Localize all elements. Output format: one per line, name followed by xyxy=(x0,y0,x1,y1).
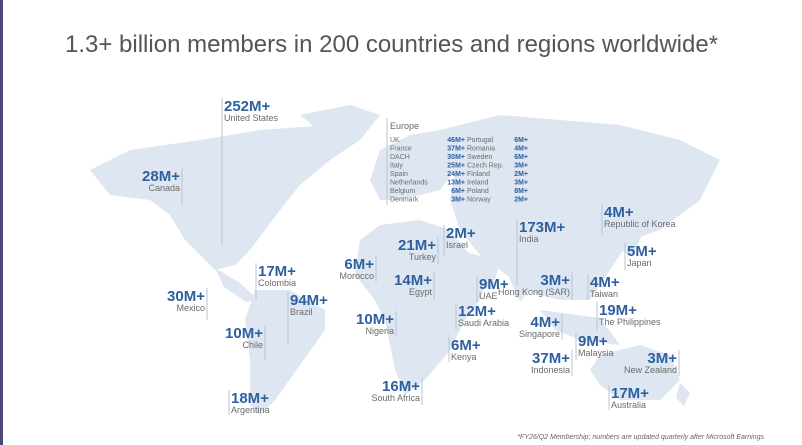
region-name: Saudi Arabia xyxy=(458,318,509,328)
region-name: Turkey xyxy=(409,252,437,262)
member-count: 6M+ xyxy=(451,337,481,354)
region-name: The Philippines xyxy=(599,317,661,327)
europe-label: Europe xyxy=(390,121,419,131)
europe-country: Sweden xyxy=(467,154,492,161)
region-name: Taiwan xyxy=(590,289,618,299)
europe-country: DACH xyxy=(390,154,410,161)
region-name: Brazil xyxy=(290,307,313,317)
europe-count: 3M+ xyxy=(451,197,465,204)
labels: 252M+United States28M+Canada17M+Colombia… xyxy=(142,98,680,415)
member-count: 19M+ xyxy=(599,302,637,319)
region-name: Colombia xyxy=(258,278,296,288)
member-count: 6M+ xyxy=(344,256,374,273)
europe-count: 4M+ xyxy=(514,146,528,153)
member-count: 30M+ xyxy=(167,288,205,305)
europe-count: 6M+ xyxy=(514,137,528,144)
europe-country: Belgium xyxy=(390,188,415,195)
member-count: 2M+ xyxy=(446,225,476,242)
member-count: 3M+ xyxy=(540,272,570,289)
region-name: Kenya xyxy=(451,352,477,362)
region-name: India xyxy=(519,234,539,244)
europe-count: 3M+ xyxy=(514,163,528,170)
europe-count: 6M+ xyxy=(514,154,528,161)
region-name: UAE xyxy=(479,291,498,301)
europe-count: 3M+ xyxy=(514,180,528,187)
region-name: Republic of Korea xyxy=(604,219,676,229)
member-count: 9M+ xyxy=(479,276,509,293)
member-count: 12M+ xyxy=(458,303,496,320)
member-count: 4M+ xyxy=(530,314,560,331)
member-count: 5M+ xyxy=(627,243,657,260)
europe-country: Netherlands xyxy=(390,180,428,187)
europe-country: Ireland xyxy=(467,180,489,187)
region-name: Canada xyxy=(148,183,180,193)
region-name: Argentina xyxy=(231,405,270,415)
member-count: 252M+ xyxy=(224,98,271,115)
europe-country: Finland xyxy=(467,171,490,178)
region-name: New Zealand xyxy=(624,365,677,375)
member-count: 173M+ xyxy=(519,219,566,236)
europe-count: 46M+ xyxy=(447,137,465,144)
region-name: Mexico xyxy=(176,303,205,313)
europe-country: Poland xyxy=(467,188,489,195)
member-count: 94M+ xyxy=(290,292,328,309)
region-name: United States xyxy=(224,113,279,123)
member-count: 4M+ xyxy=(590,274,620,291)
region-name: South Africa xyxy=(371,393,420,403)
europe-count: 37M+ xyxy=(447,146,465,153)
europe-count: 2M+ xyxy=(514,171,528,178)
member-count: 17M+ xyxy=(611,385,649,402)
left-border xyxy=(0,0,3,445)
region-name: Malaysia xyxy=(578,348,614,358)
footnote: *FY26/Q2 Membership; numbers are updated… xyxy=(517,434,764,441)
member-count: 16M+ xyxy=(382,378,420,395)
europe-count: 6M+ xyxy=(451,188,465,195)
region-name: Israel xyxy=(446,240,468,250)
region-name: Hong Kong (SAR) xyxy=(498,287,570,297)
member-count: 3M+ xyxy=(647,350,677,367)
region-name: Morocco xyxy=(339,271,374,281)
member-count: 10M+ xyxy=(225,325,263,342)
europe-country: France xyxy=(390,146,412,153)
member-count: 10M+ xyxy=(356,311,394,328)
member-count: 9M+ xyxy=(578,333,608,350)
world-map xyxy=(90,105,720,415)
member-count: 28M+ xyxy=(142,168,180,185)
title: 1.3+ billion members in 200 countries an… xyxy=(65,31,718,58)
region-name: Egypt xyxy=(409,287,433,297)
member-count: 18M+ xyxy=(231,390,269,407)
europe-count: 30M+ xyxy=(447,154,465,161)
europe-country: UK xyxy=(390,137,400,144)
region-name: Singapore xyxy=(519,329,560,339)
europe-count: 2M+ xyxy=(514,197,528,204)
region-name: Nigeria xyxy=(365,326,394,336)
member-count: 21M+ xyxy=(398,237,436,254)
region-name: Indonesia xyxy=(531,365,570,375)
region-name: Japan xyxy=(627,258,652,268)
europe-count: 24M+ xyxy=(447,171,465,178)
europe-count: 8M+ xyxy=(514,188,528,195)
europe-country: Spain xyxy=(390,171,408,178)
europe-country: Norway xyxy=(467,197,491,204)
region-name: Chile xyxy=(242,340,263,350)
member-count: 14M+ xyxy=(394,272,432,289)
europe-country: Czech Rep. xyxy=(467,163,504,170)
europe-count: 13M+ xyxy=(447,180,465,187)
europe-country: Romania xyxy=(467,146,495,153)
member-count: 37M+ xyxy=(532,350,570,367)
europe-country: Denmark xyxy=(390,197,419,204)
member-count: 17M+ xyxy=(258,263,296,280)
europe-country: Italy xyxy=(390,163,403,170)
region-name: Australia xyxy=(611,400,646,410)
member-count: 4M+ xyxy=(604,204,634,221)
europe-country: Portugal xyxy=(467,137,494,144)
europe-count: 25M+ xyxy=(447,163,465,170)
